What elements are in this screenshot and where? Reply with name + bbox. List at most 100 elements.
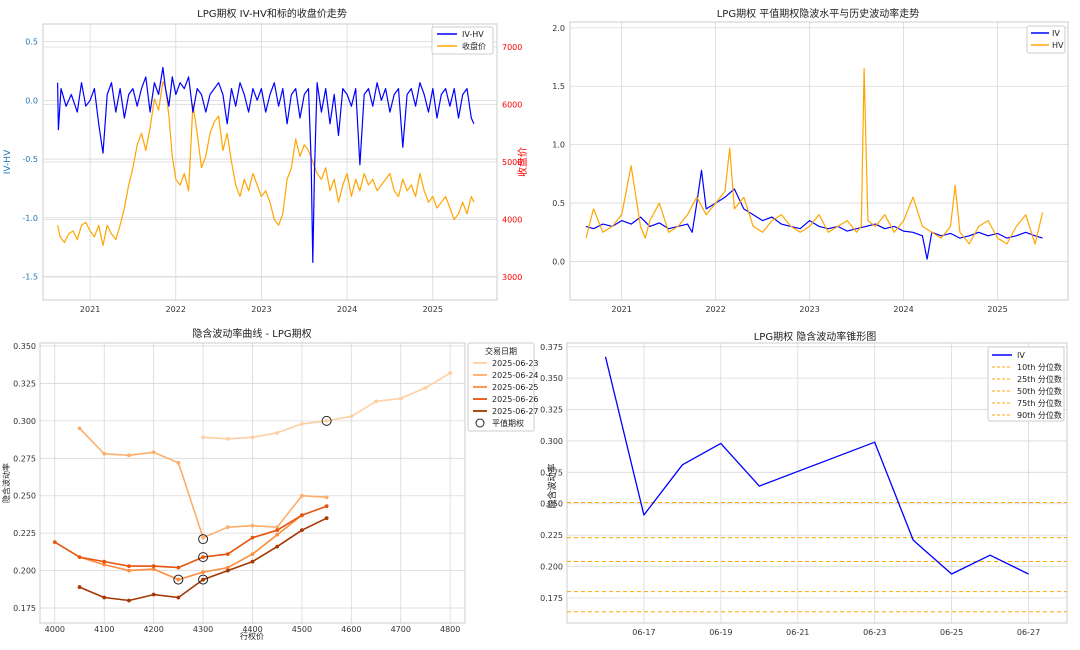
smile-point xyxy=(225,568,230,573)
legend-label: IV xyxy=(1017,351,1025,360)
iv-cone-chart-panel: LPG期权 隐含波动率锥形图 06-17 06-19 06-21 06-23 06-25… xyxy=(540,323,1080,646)
smile-point xyxy=(102,559,107,564)
y-tick-label: 0.325 xyxy=(540,406,563,415)
smile-point xyxy=(324,504,329,509)
smile-point xyxy=(102,595,107,600)
smile-point xyxy=(77,585,82,589)
series-line-iv xyxy=(604,356,1029,575)
y-tick-label: 0.175 xyxy=(540,594,563,603)
y-tick-label: 0.0 xyxy=(552,257,565,266)
smile-point xyxy=(225,565,230,570)
x-tick-label: 2025 xyxy=(987,305,1007,314)
smile-point xyxy=(127,568,131,573)
smile-point xyxy=(102,562,107,567)
x-tick-label: 4600 xyxy=(341,625,361,634)
y-tick-label: 0.5 xyxy=(25,38,38,47)
smile-point xyxy=(127,598,131,603)
legend-label: 2025-06-27 xyxy=(492,407,539,416)
smile-point xyxy=(349,414,354,419)
y-tick-label: 0.300 xyxy=(13,417,36,426)
y2-tick-label: 5000 xyxy=(502,158,522,167)
smile-point xyxy=(77,555,82,560)
y-axis-label: IV-HV xyxy=(3,149,13,174)
smile-point xyxy=(300,528,304,533)
legend-label: 2025-06-25 xyxy=(492,383,539,392)
legend-title: 交易日期 xyxy=(485,346,517,356)
smile-line-2025-06-25 xyxy=(79,514,303,581)
legend-label-price: 收盘价 xyxy=(462,41,486,51)
legend-items: 2025-06-23 2025-06-24 2025-06-25 2025-06-26… xyxy=(473,359,539,428)
legend-label: 50th 分位数 xyxy=(1017,386,1062,396)
y-tick-label: 1.5 xyxy=(552,82,565,91)
plot-frame xyxy=(39,342,466,624)
x-tick-label: 2021 xyxy=(80,305,100,314)
legend-label: 2025-06-24 xyxy=(492,371,539,380)
y-tick-label: 0.200 xyxy=(540,562,563,571)
y2-axis-label: 收盘价 xyxy=(516,147,529,177)
y-tick-label: 1.0 xyxy=(552,141,565,150)
smile-line-2025-06-23 xyxy=(203,372,451,440)
smile-point xyxy=(201,535,205,540)
smile-point xyxy=(225,436,230,441)
legend-label: 2025-06-26 xyxy=(492,395,539,404)
legend-label: 平值期权 xyxy=(492,418,524,428)
legend: IV 10th 分位数 25th 分位数 50th 分位数 75th 分位数 90th 分… xyxy=(987,346,1065,422)
iv-smile-chart-panel: 隐含波动率曲线 - LPG期权 4000 4100 4200 4300 4400 4500… xyxy=(0,323,540,646)
tick-labels: 06-17 06-19 06-21 06-23 06-25 06-27 0.375 0.350… xyxy=(540,343,1040,637)
smile-point xyxy=(201,435,205,440)
smile-point xyxy=(77,426,82,431)
y-tick-label: 0.0 xyxy=(25,96,38,105)
x-tick-label: 4000 xyxy=(45,625,65,634)
grid xyxy=(40,343,465,623)
y2-tick-label: 7000 xyxy=(502,43,522,52)
x-tick-label: 2022 xyxy=(705,305,725,314)
y-tick-label: 0.225 xyxy=(540,531,563,540)
smile-point xyxy=(300,493,304,498)
legend-label: 25th 分位数 xyxy=(1017,374,1062,384)
smile-point xyxy=(176,460,181,465)
tick-labels: 4000 4100 4200 4300 4400 4500 4600 4700 4800 0.35… xyxy=(13,342,460,634)
tick-labels: 2021 2022 2023 2024 2025 0.5 0.0 -0.5 -1.0 -1.5 70… xyxy=(22,38,522,314)
smile-point xyxy=(201,555,205,560)
iv-hv-price-chart-panel: LPG期权 IV-HV和标的收盘价走势 2021 2022 2023 2024 2025… xyxy=(0,0,540,323)
x-tick-label: 06-17 xyxy=(632,628,655,637)
x-tick-label: 06-19 xyxy=(709,628,732,637)
smile-point xyxy=(374,399,378,404)
atm-marker xyxy=(198,574,209,585)
x-tick-label: 4400 xyxy=(242,625,262,634)
y-tick-label: 0.375 xyxy=(540,343,563,352)
y-tick-label: 0.300 xyxy=(540,437,563,446)
smile-point xyxy=(127,564,131,569)
y-axis-label: 隐含波动率 xyxy=(1,463,11,503)
smile-point xyxy=(324,418,329,423)
legend: IV-HV 收盘价 xyxy=(431,26,494,55)
smile-point xyxy=(127,453,131,458)
iv-hv-price-chart: LPG期权 IV-HV和标的收盘价走势 2021 2022 2023 2024 2025… xyxy=(3,7,529,314)
y-tick-label: -1.5 xyxy=(22,273,38,282)
x-tick-label: 2021 xyxy=(611,305,631,314)
plot-frame xyxy=(566,342,1068,624)
legend-label: 90th 分位数 xyxy=(1017,410,1062,420)
grid xyxy=(567,343,1067,623)
smile-point xyxy=(448,371,453,375)
x-tick-label: 4700 xyxy=(391,625,411,634)
smile-point xyxy=(225,552,230,557)
grid xyxy=(570,22,1068,300)
x-tick-label: 2023 xyxy=(799,305,819,314)
series-group xyxy=(585,68,1044,260)
smile-point xyxy=(250,535,255,540)
iv-smile-chart: 隐含波动率曲线 - LPG期权 4000 4100 4200 4300 4400 4500… xyxy=(1,327,539,641)
smile-point xyxy=(250,552,255,557)
smile-point xyxy=(151,450,156,455)
x-tick-label: 4200 xyxy=(143,625,163,634)
chart-title: LPG期权 隐含波动率锥形图 xyxy=(754,330,877,343)
y-tick-label: -0.5 xyxy=(22,155,38,164)
legend-swatch-atm xyxy=(475,418,485,428)
grid xyxy=(43,24,497,300)
smile-point xyxy=(398,396,403,401)
smile-point xyxy=(52,540,57,545)
tick-labels: 2021 2022 2023 2024 2025 2.0 1.5 1.0 0.5 0.0 xyxy=(552,24,1007,314)
smile-point xyxy=(250,559,255,564)
y-tick-label: 0.350 xyxy=(540,374,563,383)
y-tick-label: 2.0 xyxy=(552,24,565,33)
